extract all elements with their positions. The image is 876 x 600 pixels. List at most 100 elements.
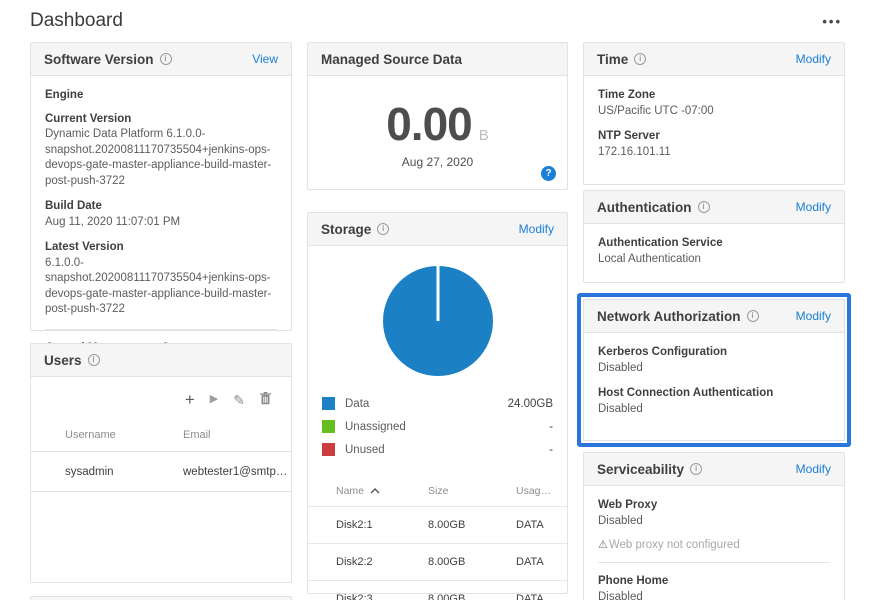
username-column-header[interactable]: Username bbox=[65, 428, 116, 441]
legend-swatch-red bbox=[322, 443, 335, 456]
disk-name-cell: Disk2:3 bbox=[336, 593, 373, 600]
serviceability-modify-link[interactable]: Modify bbox=[795, 462, 831, 476]
user-table-row[interactable]: sysadmin webtester1@smtp… bbox=[31, 452, 291, 492]
build-date-label: Build Date bbox=[45, 200, 102, 213]
users-title: Users bbox=[44, 352, 82, 368]
card-title: Storage i bbox=[321, 222, 390, 237]
users-toolbar: + ▶ ✎ bbox=[31, 377, 291, 418]
authentication-modify-link[interactable]: Modify bbox=[795, 200, 831, 214]
software-version-card: Software Version i View Engine Current V… bbox=[30, 42, 292, 396]
disk-row[interactable]: Disk2:2 8.00GB DATA bbox=[308, 544, 567, 581]
managed-data-value: 0.00 bbox=[386, 98, 473, 150]
card-header: Network Authorization i Modify bbox=[584, 300, 844, 333]
name-column-header[interactable]: Name bbox=[336, 485, 428, 497]
card-header: Authentication i Modify bbox=[584, 191, 844, 224]
info-icon[interactable]: i bbox=[746, 310, 759, 322]
network-authorization-card: Network Authorization i Modify Kerberos … bbox=[583, 299, 845, 441]
disk-usage-cell: DATA bbox=[516, 556, 544, 568]
disk-usage-cell: DATA bbox=[516, 593, 544, 600]
time-zone-value: US/Pacific UTC -07:00 bbox=[598, 104, 714, 117]
info-icon[interactable]: i bbox=[634, 53, 647, 65]
info-icon[interactable]: i bbox=[690, 463, 703, 475]
trash-icon bbox=[260, 392, 271, 405]
card-body: 0.00 B Aug 27, 2020 ? bbox=[308, 76, 567, 190]
ellipsis-menu-icon[interactable]: ••• bbox=[822, 14, 842, 29]
time-modify-link[interactable]: Modify bbox=[795, 52, 831, 66]
serviceability-card: Serviceability i Modify Web Proxy Disabl… bbox=[583, 452, 845, 600]
username-cell: sysadmin bbox=[65, 465, 114, 478]
legend-label: Unassigned bbox=[345, 420, 406, 433]
divider bbox=[45, 328, 277, 330]
storage-pie-wrap bbox=[308, 246, 567, 390]
kerberos-configuration-label: Kerberos Configuration bbox=[598, 346, 728, 358]
disk-name-cell: Disk2:1 bbox=[336, 519, 373, 531]
engine-label: Engine bbox=[45, 89, 84, 101]
disk-row[interactable]: Disk2:3 8.00GB DATA bbox=[308, 581, 567, 600]
edit-user-icon[interactable]: ✎ bbox=[233, 391, 245, 408]
size-column-header[interactable]: Size bbox=[428, 484, 449, 497]
network-authorization-modify-link[interactable]: Modify bbox=[795, 309, 831, 323]
network-authorization-title: Network Authorization bbox=[597, 308, 741, 324]
legend-value: - bbox=[549, 420, 553, 433]
run-user-icon[interactable]: ▶ bbox=[209, 393, 219, 405]
info-icon[interactable]: i bbox=[697, 201, 710, 213]
card-title: Software Version i bbox=[44, 52, 172, 67]
card-body: Authentication Service Local Authenticat… bbox=[584, 224, 844, 279]
card-header: Serviceability i Modify bbox=[584, 453, 844, 486]
managed-data-value-row: 0.00 B bbox=[386, 97, 489, 151]
ntp-server-label: NTP Server bbox=[598, 130, 660, 143]
legend-label: Data bbox=[345, 397, 370, 410]
card-header: Software Version i View bbox=[31, 43, 291, 76]
page-title: Dashboard bbox=[30, 10, 123, 31]
card-header: Time i Modify bbox=[584, 43, 844, 76]
web-proxy-label: Web Proxy bbox=[598, 499, 658, 511]
card-title: Managed Source Data bbox=[321, 52, 462, 67]
card-body: Kerberos Configuration Disabled Host Con… bbox=[584, 333, 844, 429]
divider bbox=[598, 562, 830, 564]
authentication-service-value: Local Authentication bbox=[598, 252, 701, 265]
warning-icon: ⚠ bbox=[598, 539, 608, 552]
info-icon[interactable]: i bbox=[159, 53, 172, 65]
card-title: Network Authorization i bbox=[597, 309, 759, 324]
phone-home-status: Disabled bbox=[598, 590, 643, 600]
managed-data-unit: B bbox=[478, 127, 489, 144]
time-zone-label: Time Zone bbox=[598, 89, 656, 101]
legend-swatch-green bbox=[322, 420, 335, 433]
email-column-header[interactable]: Email bbox=[183, 428, 211, 441]
card-header: Managed Source Data bbox=[308, 43, 567, 76]
info-icon[interactable]: i bbox=[377, 223, 390, 235]
legend-item-unused: Unused - bbox=[322, 438, 553, 461]
card-title: Time i bbox=[597, 52, 647, 67]
card-body: Time Zone US/Pacific UTC -07:00 NTP Serv… bbox=[584, 76, 844, 172]
usage-column-header[interactable]: Usag… bbox=[516, 484, 552, 497]
help-icon[interactable]: ? bbox=[541, 166, 556, 181]
managed-source-data-card: Managed Source Data 0.00 B Aug 27, 2020 … bbox=[307, 42, 568, 190]
legend-label: Unused bbox=[345, 443, 385, 456]
storage-modify-link[interactable]: Modify bbox=[518, 222, 554, 236]
card-title: Authentication i bbox=[597, 200, 710, 215]
latest-version-value: 6.1.0.0-snapshot.20200811170735504+jenki… bbox=[45, 256, 272, 316]
partial-card bbox=[30, 596, 292, 600]
add-user-icon[interactable]: + bbox=[184, 390, 195, 409]
delete-user-icon[interactable] bbox=[260, 392, 271, 407]
latest-version-label: Latest Version bbox=[45, 241, 124, 254]
card-header: Users i bbox=[31, 344, 291, 377]
disk-row[interactable]: Disk2:1 8.00GB DATA bbox=[308, 507, 567, 544]
disk-table-header: Name Size Usag… bbox=[308, 475, 567, 507]
current-version-label: Current Version bbox=[45, 112, 132, 125]
authentication-title: Authentication bbox=[597, 199, 692, 215]
users-table-header: Username Email bbox=[31, 418, 291, 452]
view-link[interactable]: View bbox=[252, 52, 278, 66]
managed-data-date: Aug 27, 2020 bbox=[401, 155, 474, 169]
card-body: Web Proxy Disabled ⚠Web proxy not config… bbox=[584, 486, 844, 600]
legend-item-unassigned: Unassigned - bbox=[322, 415, 553, 438]
ntp-server-value: 172.16.101.11 bbox=[598, 145, 671, 158]
host-connection-authentication-status: Disabled bbox=[598, 402, 643, 415]
time-card: Time i Modify Time Zone US/Pacific UTC -… bbox=[583, 42, 845, 185]
host-connection-authentication-label: Host Connection Authentication bbox=[598, 387, 774, 400]
kerberos-configuration-status: Disabled bbox=[598, 361, 643, 374]
info-icon[interactable]: i bbox=[87, 354, 100, 366]
legend-value: - bbox=[549, 443, 553, 456]
legend-value: 24.00GB bbox=[507, 397, 553, 410]
